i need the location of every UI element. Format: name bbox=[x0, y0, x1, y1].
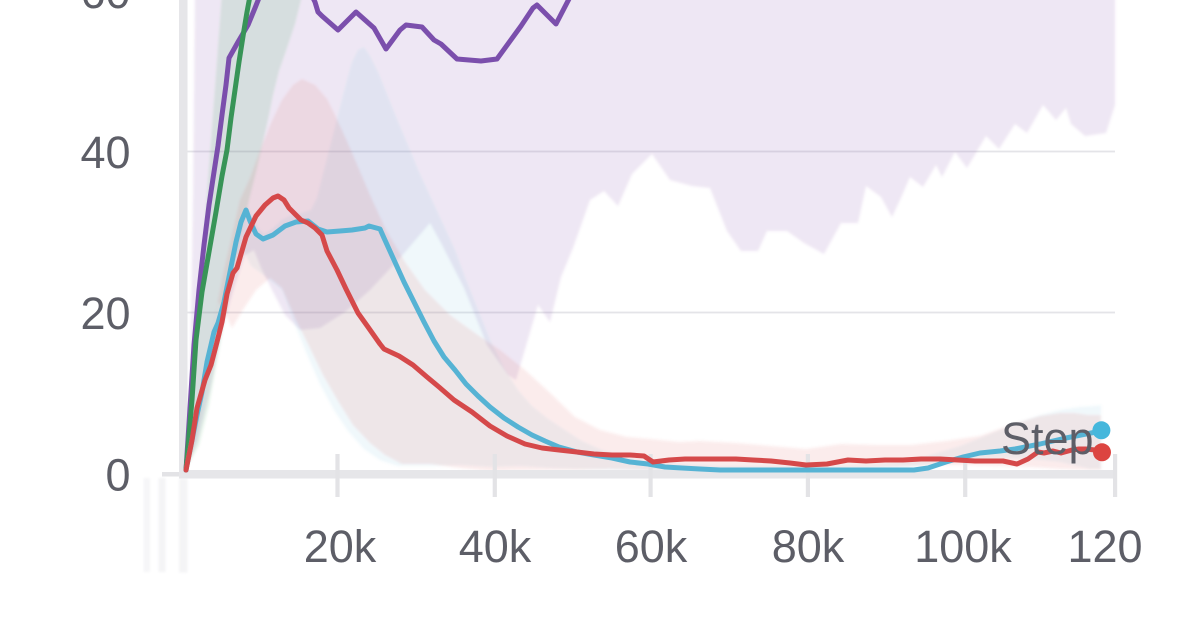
svg-text:20k: 20k bbox=[304, 521, 377, 572]
svg-text:0: 0 bbox=[105, 450, 130, 501]
svg-text:20: 20 bbox=[80, 288, 130, 339]
svg-text:120: 120 bbox=[1067, 521, 1142, 572]
svg-text:Step: Step bbox=[1001, 413, 1094, 464]
svg-text:40k: 40k bbox=[459, 521, 532, 572]
svg-text:60: 60 bbox=[80, 0, 130, 18]
svg-text:60k: 60k bbox=[615, 521, 688, 572]
svg-text:100k: 100k bbox=[914, 521, 1012, 572]
svg-text:40: 40 bbox=[80, 127, 130, 178]
svg-text:80k: 80k bbox=[772, 521, 845, 572]
